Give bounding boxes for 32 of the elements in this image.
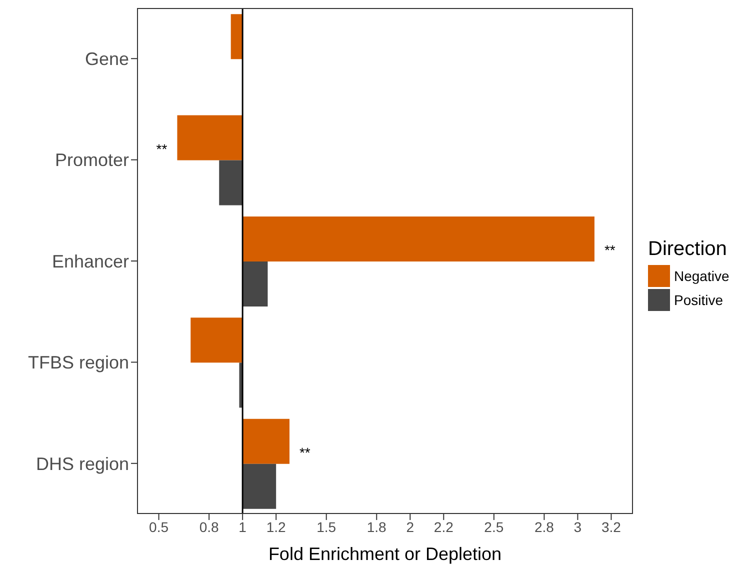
bar [242,464,276,509]
bar [242,216,594,262]
x-tick-label: 3 [574,518,582,535]
x-tick-label: 1.5 [316,518,336,535]
bar [230,14,243,60]
x-tick-label: 0.5 [149,518,169,535]
y-tick-label: Enhancer [52,251,129,272]
y-tick-label: TFBS region [28,352,129,373]
legend-label: Positive [674,292,724,308]
bar [219,160,243,206]
y-tick-label: Promoter [54,150,129,170]
bar [242,418,290,464]
y-tick-label: DHS region [36,454,129,474]
legend-title: Direction [648,238,728,261]
x-axis-title: Fold Enrichment or Depletion [268,544,502,564]
x-tick-label: 1.2 [266,518,286,535]
bar [190,318,243,363]
x-tick-label: 3.2 [601,518,622,535]
x-tick-label: 2.2 [434,518,454,535]
annotation: ** [156,140,168,157]
x-tick-label: 2.5 [484,518,504,535]
x-tick-label: 1.8 [366,518,387,535]
annotation: ** [604,242,616,258]
bar [177,115,243,160]
x-tick-label: 2 [406,518,414,535]
legend-label: Negative [674,268,730,284]
x-tick-label: 2.8 [534,518,554,535]
y-tick-label: Gene [84,48,129,69]
x-tick-label: 1 [238,518,247,535]
annotation: ** [299,444,311,461]
bar [242,261,268,306]
x-tick-label: 0.8 [199,518,219,535]
